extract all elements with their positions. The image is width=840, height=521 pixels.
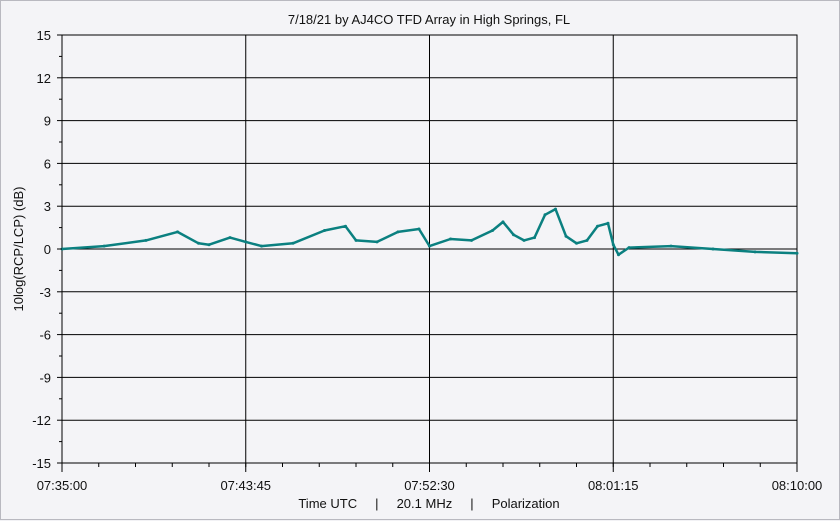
x-axis-ticks: 07:35:00 07:43:45 07:52:30 08:01:15 08:10:00 bbox=[37, 463, 823, 493]
y-axis-label: 10log(RCP/LCP) (dB) bbox=[11, 187, 26, 312]
data-point bbox=[596, 224, 599, 228]
data-point bbox=[627, 246, 631, 250]
y-tick-label: 3 bbox=[44, 199, 51, 214]
chart-title: 7/18/21 by AJ4CO TFD Array in High Sprin… bbox=[288, 12, 570, 27]
y-tick-label: 12 bbox=[37, 71, 51, 86]
grid-lines bbox=[62, 35, 797, 463]
series-layer bbox=[60, 207, 799, 257]
y-tick-label: 0 bbox=[44, 242, 51, 257]
y-tick-label: 9 bbox=[44, 114, 51, 129]
y-tick-label: 15 bbox=[37, 28, 51, 43]
data-point bbox=[428, 244, 431, 248]
data-point bbox=[260, 244, 263, 248]
x-tick-label: 07:52:30 bbox=[404, 478, 455, 493]
data-point bbox=[344, 224, 347, 228]
x-tick-label: 07:43:45 bbox=[220, 478, 271, 493]
data-point bbox=[417, 227, 421, 231]
data-point bbox=[533, 236, 536, 240]
data-point bbox=[512, 233, 515, 237]
data-point bbox=[611, 243, 615, 247]
data-point bbox=[617, 253, 620, 257]
y-axis-ticks: 15 12 9 6 3 0 -3 -6 -9 -12 -15 bbox=[32, 28, 62, 471]
series-line bbox=[61, 207, 798, 256]
y-tick-label: -15 bbox=[32, 456, 51, 471]
data-point bbox=[396, 230, 400, 234]
data-point bbox=[564, 234, 568, 238]
data-point bbox=[585, 238, 589, 242]
data-point bbox=[575, 241, 578, 245]
data-point bbox=[354, 238, 358, 242]
data-point bbox=[470, 238, 473, 242]
data-point bbox=[176, 230, 179, 234]
data-point bbox=[244, 240, 248, 244]
data-point bbox=[207, 243, 211, 247]
data-point bbox=[554, 207, 557, 211]
y-tick-label: 6 bbox=[44, 156, 51, 171]
data-point bbox=[543, 213, 547, 217]
y-tick-label: -9 bbox=[39, 370, 51, 385]
data-point bbox=[449, 237, 452, 241]
data-point bbox=[323, 229, 326, 232]
data-point bbox=[669, 244, 673, 248]
data-point bbox=[228, 236, 232, 240]
data-point bbox=[711, 247, 715, 251]
data-point bbox=[795, 251, 799, 255]
data-point bbox=[753, 250, 757, 254]
x-tick-label: 08:10:00 bbox=[772, 478, 823, 493]
x-axis-label: Time UTC | 20.1 MHz | Polarization bbox=[298, 496, 559, 511]
data-point bbox=[522, 238, 526, 242]
y-tick-label: -3 bbox=[39, 285, 51, 300]
x-tick-label: 07:35:00 bbox=[37, 478, 88, 493]
data-point bbox=[291, 241, 295, 245]
data-point bbox=[102, 244, 106, 248]
data-point bbox=[197, 241, 200, 245]
x-tick-label: 08:01:15 bbox=[588, 478, 639, 493]
data-point bbox=[144, 238, 148, 242]
data-point bbox=[606, 221, 610, 225]
data-point bbox=[501, 220, 505, 224]
y-tick-label: -12 bbox=[32, 413, 51, 428]
data-point bbox=[375, 240, 379, 244]
data-point bbox=[491, 229, 494, 232]
y-tick-label: -6 bbox=[39, 328, 51, 343]
